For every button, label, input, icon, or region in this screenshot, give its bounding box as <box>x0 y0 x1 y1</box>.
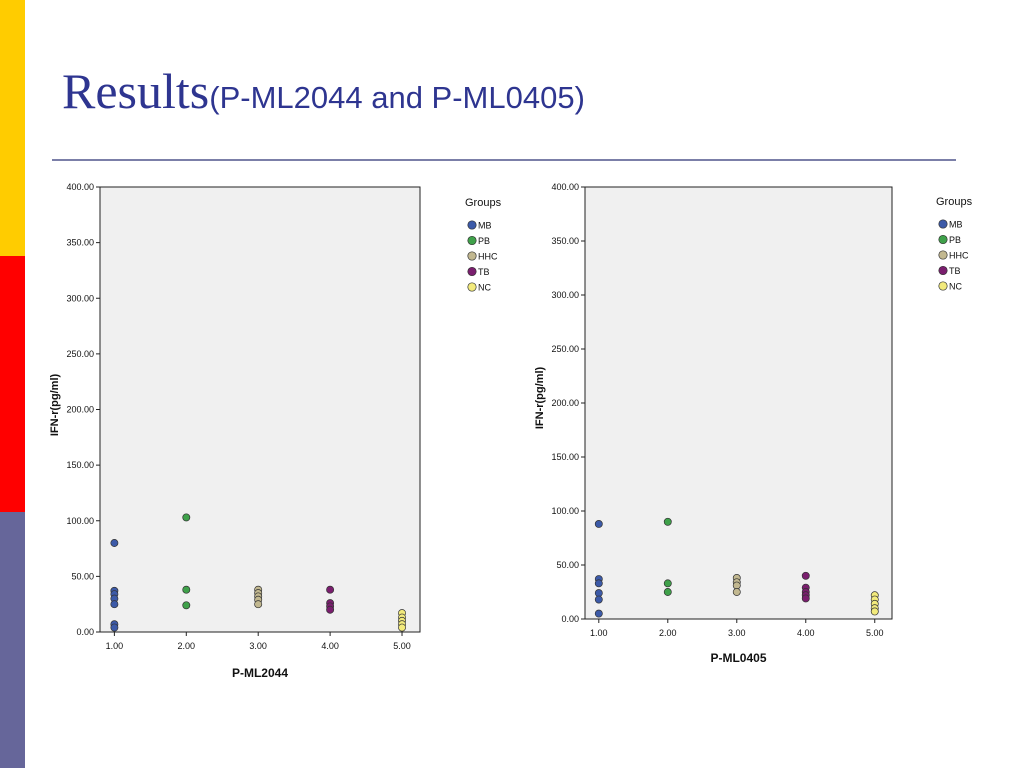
data-point-mb <box>110 600 119 609</box>
y-tick-label: 300.00 <box>66 293 94 303</box>
legend-label-mb: MB <box>949 220 963 230</box>
accent-bar-red <box>0 256 25 512</box>
data-point-mb <box>594 589 603 598</box>
y-tick-label: 50.00 <box>71 571 94 581</box>
x-tick-label: 3.00 <box>728 628 746 638</box>
legend-marker-pb <box>938 234 948 245</box>
data-point-pb <box>663 517 672 526</box>
slide-title: Results(P-ML2044 and P-ML0405) <box>62 62 585 120</box>
data-point-nc <box>870 607 879 616</box>
x-axis-label: P-ML2044 <box>232 666 288 680</box>
data-point-tb <box>326 605 335 614</box>
x-tick-label: 3.00 <box>249 641 267 651</box>
legend-label-tb: TB <box>478 267 490 277</box>
legend-marker-hhc <box>467 251 477 261</box>
data-point-mb <box>594 520 603 528</box>
legend-label-nc: NC <box>478 283 491 293</box>
data-point-mb <box>594 595 603 604</box>
y-tick-label: 200.00 <box>551 398 579 408</box>
y-tick-label: 0.00 <box>76 627 94 637</box>
data-point-mb <box>110 623 119 632</box>
x-tick-label: 5.00 <box>393 641 411 651</box>
y-tick-label: 0.00 <box>561 614 579 624</box>
data-point-tb <box>326 585 335 594</box>
x-tick-label: 5.00 <box>866 628 884 638</box>
legend-label-pb: PB <box>478 236 490 246</box>
plot-area <box>584 186 893 620</box>
slide-title-subtitle: (P-ML2044 and P-ML0405) <box>209 80 585 115</box>
data-point-mb <box>110 539 119 547</box>
y-tick-label: 300.00 <box>551 290 579 300</box>
data-point-mb <box>594 609 603 618</box>
data-point-tb <box>801 594 810 603</box>
legend-marker-hhc <box>938 250 948 260</box>
data-point-mb <box>594 579 603 588</box>
data-point-hhc <box>732 581 741 590</box>
data-point-pb <box>663 588 672 596</box>
y-tick-label: 250.00 <box>551 344 579 354</box>
y-tick-label: 100.00 <box>66 516 94 526</box>
x-tick-label: 4.00 <box>797 628 815 638</box>
data-point-hhc <box>732 588 741 596</box>
legend-marker-nc <box>938 281 948 291</box>
y-tick-label: 400.00 <box>551 182 579 192</box>
legend-marker-nc <box>467 282 477 292</box>
accent-bar-blue <box>0 512 25 768</box>
title-divider <box>52 159 956 161</box>
legend-marker-pb <box>467 235 477 246</box>
data-point-pb <box>182 585 191 594</box>
y-tick-label: 350.00 <box>551 236 579 246</box>
x-tick-label: 1.00 <box>106 641 124 651</box>
legend-marker-tb <box>938 265 948 276</box>
y-tick-label: 150.00 <box>66 460 94 470</box>
y-axis-label: IFN-r(pg/ml) <box>534 367 546 430</box>
slide-title-main: Results <box>62 63 210 119</box>
legend-label-mb: MB <box>478 221 492 231</box>
data-point-pb <box>663 579 672 588</box>
accent-bar-yellow <box>0 0 25 256</box>
data-point-tb <box>801 571 810 580</box>
scatter-chart-p-ml2044: 0.00 50.00 100.00 150.00 200.00 250.00 300.00 3… <box>49 182 502 680</box>
legend-label-pb: PB <box>949 235 961 245</box>
legend-label-hhc: HHC <box>949 251 969 261</box>
legend-marker-mb <box>467 220 477 230</box>
y-tick-label: 250.00 <box>66 349 94 359</box>
y-tick-label: 400.00 <box>66 182 94 192</box>
legend-title: Groups <box>936 196 973 208</box>
y-tick-label: 150.00 <box>551 452 579 462</box>
x-tick-label: 4.00 <box>321 641 339 651</box>
legend-marker-mb <box>938 219 948 229</box>
x-tick-label: 1.00 <box>590 628 608 638</box>
x-tick-label: 2.00 <box>659 628 677 638</box>
plot-area <box>99 186 421 633</box>
y-tick-label: 50.00 <box>556 560 579 570</box>
legend-label-hhc: HHC <box>478 252 498 262</box>
x-tick-label: 2.00 <box>178 641 196 651</box>
data-point-pb <box>182 513 191 522</box>
x-axis-label: P-ML0405 <box>710 651 766 665</box>
data-point-pb <box>182 601 191 610</box>
legend-marker-tb <box>467 266 477 277</box>
scatter-chart-p-ml0405: 0.00 50.00 100.00 150.00 200.00 250.00 300.00 3… <box>534 182 973 665</box>
y-tick-label: 100.00 <box>551 506 579 516</box>
y-tick-label: 350.00 <box>66 238 94 248</box>
y-tick-label: 200.00 <box>66 405 94 415</box>
legend-title: Groups <box>465 197 502 209</box>
legend-label-tb: TB <box>949 266 961 276</box>
data-point-nc <box>398 623 406 632</box>
data-point-hhc <box>254 600 263 609</box>
y-axis-label: IFN-r(pg/ml) <box>49 374 61 437</box>
legend-label-nc: NC <box>949 282 962 292</box>
